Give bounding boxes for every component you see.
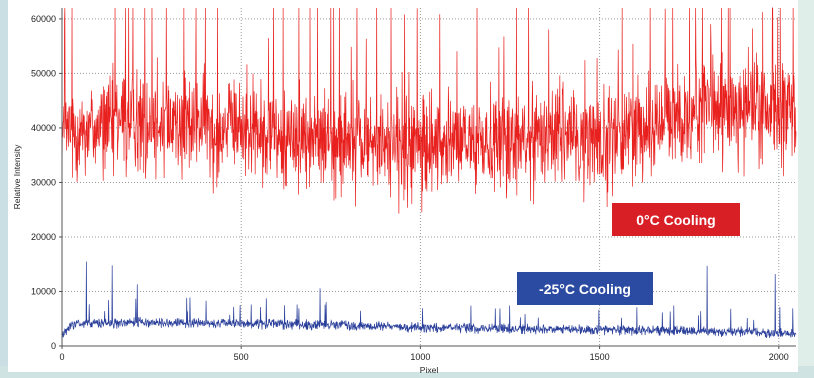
plot-area [62, 8, 796, 346]
badge-minus25c-cooling-label: -25°C Cooling [539, 281, 631, 297]
x-tick-label: 1500 [590, 352, 610, 362]
y-tick-label: 0 [51, 341, 56, 351]
x-tick-label: 1000 [410, 352, 430, 362]
badge-0c-cooling [612, 203, 740, 236]
x-tick-label: 2000 [769, 352, 789, 362]
x-axis-title: Pixel [420, 365, 439, 375]
y-tick-label: 50000 [31, 68, 56, 78]
y-tick-labels: 0 10000 20000 30000 40000 50000 60000 [31, 14, 62, 351]
series-0c-cooling [61, 7, 797, 214]
series-line-0c-cooling [61, 7, 797, 214]
badge-minus25c-cooling [517, 272, 653, 305]
y-tick-label: 30000 [31, 177, 56, 187]
series-line-minus25c-cooling [61, 261, 797, 339]
grid-lines [62, 8, 796, 346]
x-tick-labels: 0 500 1000 1500 2000 [59, 346, 789, 362]
x-tick-label: 500 [234, 352, 249, 362]
y-tick-label: 10000 [31, 286, 56, 296]
x-tick-label: 0 [59, 352, 64, 362]
series-minus25c-cooling [61, 261, 797, 339]
y-tick-label: 20000 [31, 232, 56, 242]
y-axis-title: Relative Intensity [12, 144, 22, 209]
figure-border-right [798, 0, 814, 378]
y-tick-label: 60000 [31, 14, 56, 24]
y-tick-label: 40000 [31, 123, 56, 133]
badge-0c-cooling-label: 0°C Cooling [636, 212, 715, 228]
